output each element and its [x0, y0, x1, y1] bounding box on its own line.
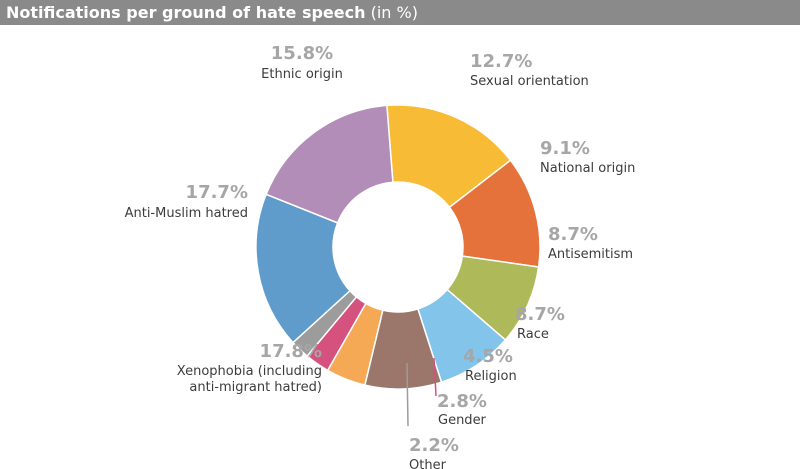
- chart-title: Notifications per ground of hate speech: [6, 3, 366, 22]
- chart-subtitle: (in %): [370, 3, 418, 22]
- category-label-anti-muslim-hatred: Anti-Muslim hatred: [125, 206, 248, 221]
- category-label-sexual-orientation: Sexual orientation: [470, 74, 589, 89]
- value-label-religion: 4.5%: [463, 346, 513, 367]
- slice-anti-muslim-hatred: [265, 104, 394, 224]
- value-label-other: 2.2%: [409, 435, 459, 456]
- slice-xenophobia-including-anti-migrant-hatred: [255, 193, 351, 344]
- chart-title-bar: Notifications per ground of hate speech …: [0, 0, 800, 25]
- value-label-ethnic-origin: 15.8%: [271, 43, 333, 64]
- leader-lines: [406, 357, 437, 427]
- category-label-xenophobia-including-anti-migrant-hatred: Xenophobia (including anti-migrant hatred…: [177, 364, 322, 395]
- category-label-other: Other: [409, 458, 447, 469]
- value-label-national-origin: 9.1%: [540, 138, 590, 159]
- leader-line-gender: [433, 357, 437, 397]
- category-label-religion: Religion: [465, 369, 517, 384]
- value-label-anti-muslim-hatred: 17.7%: [186, 182, 248, 203]
- leader-line-other: [406, 362, 409, 427]
- value-label-race: 8.7%: [515, 304, 565, 325]
- donut-slices: [255, 104, 541, 390]
- value-label-gender: 2.8%: [437, 391, 487, 412]
- value-label-xenophobia-including-anti-migrant-hatred: 17.8%: [260, 341, 322, 362]
- category-label-antisemitism: Antisemitism: [548, 247, 633, 262]
- value-label-sexual-orientation: 12.7%: [470, 51, 532, 72]
- category-label-race: Race: [517, 327, 549, 342]
- category-label-gender: Gender: [438, 413, 487, 428]
- value-label-antisemitism: 8.7%: [548, 224, 598, 245]
- slice-ethnic-origin: [386, 104, 512, 209]
- category-label-national-origin: National origin: [540, 161, 635, 176]
- category-label-ethnic-origin: Ethnic origin: [261, 67, 343, 82]
- slice-labels: 15.8% Ethnic origin 12.7% Sexual orientatio…: [125, 43, 636, 469]
